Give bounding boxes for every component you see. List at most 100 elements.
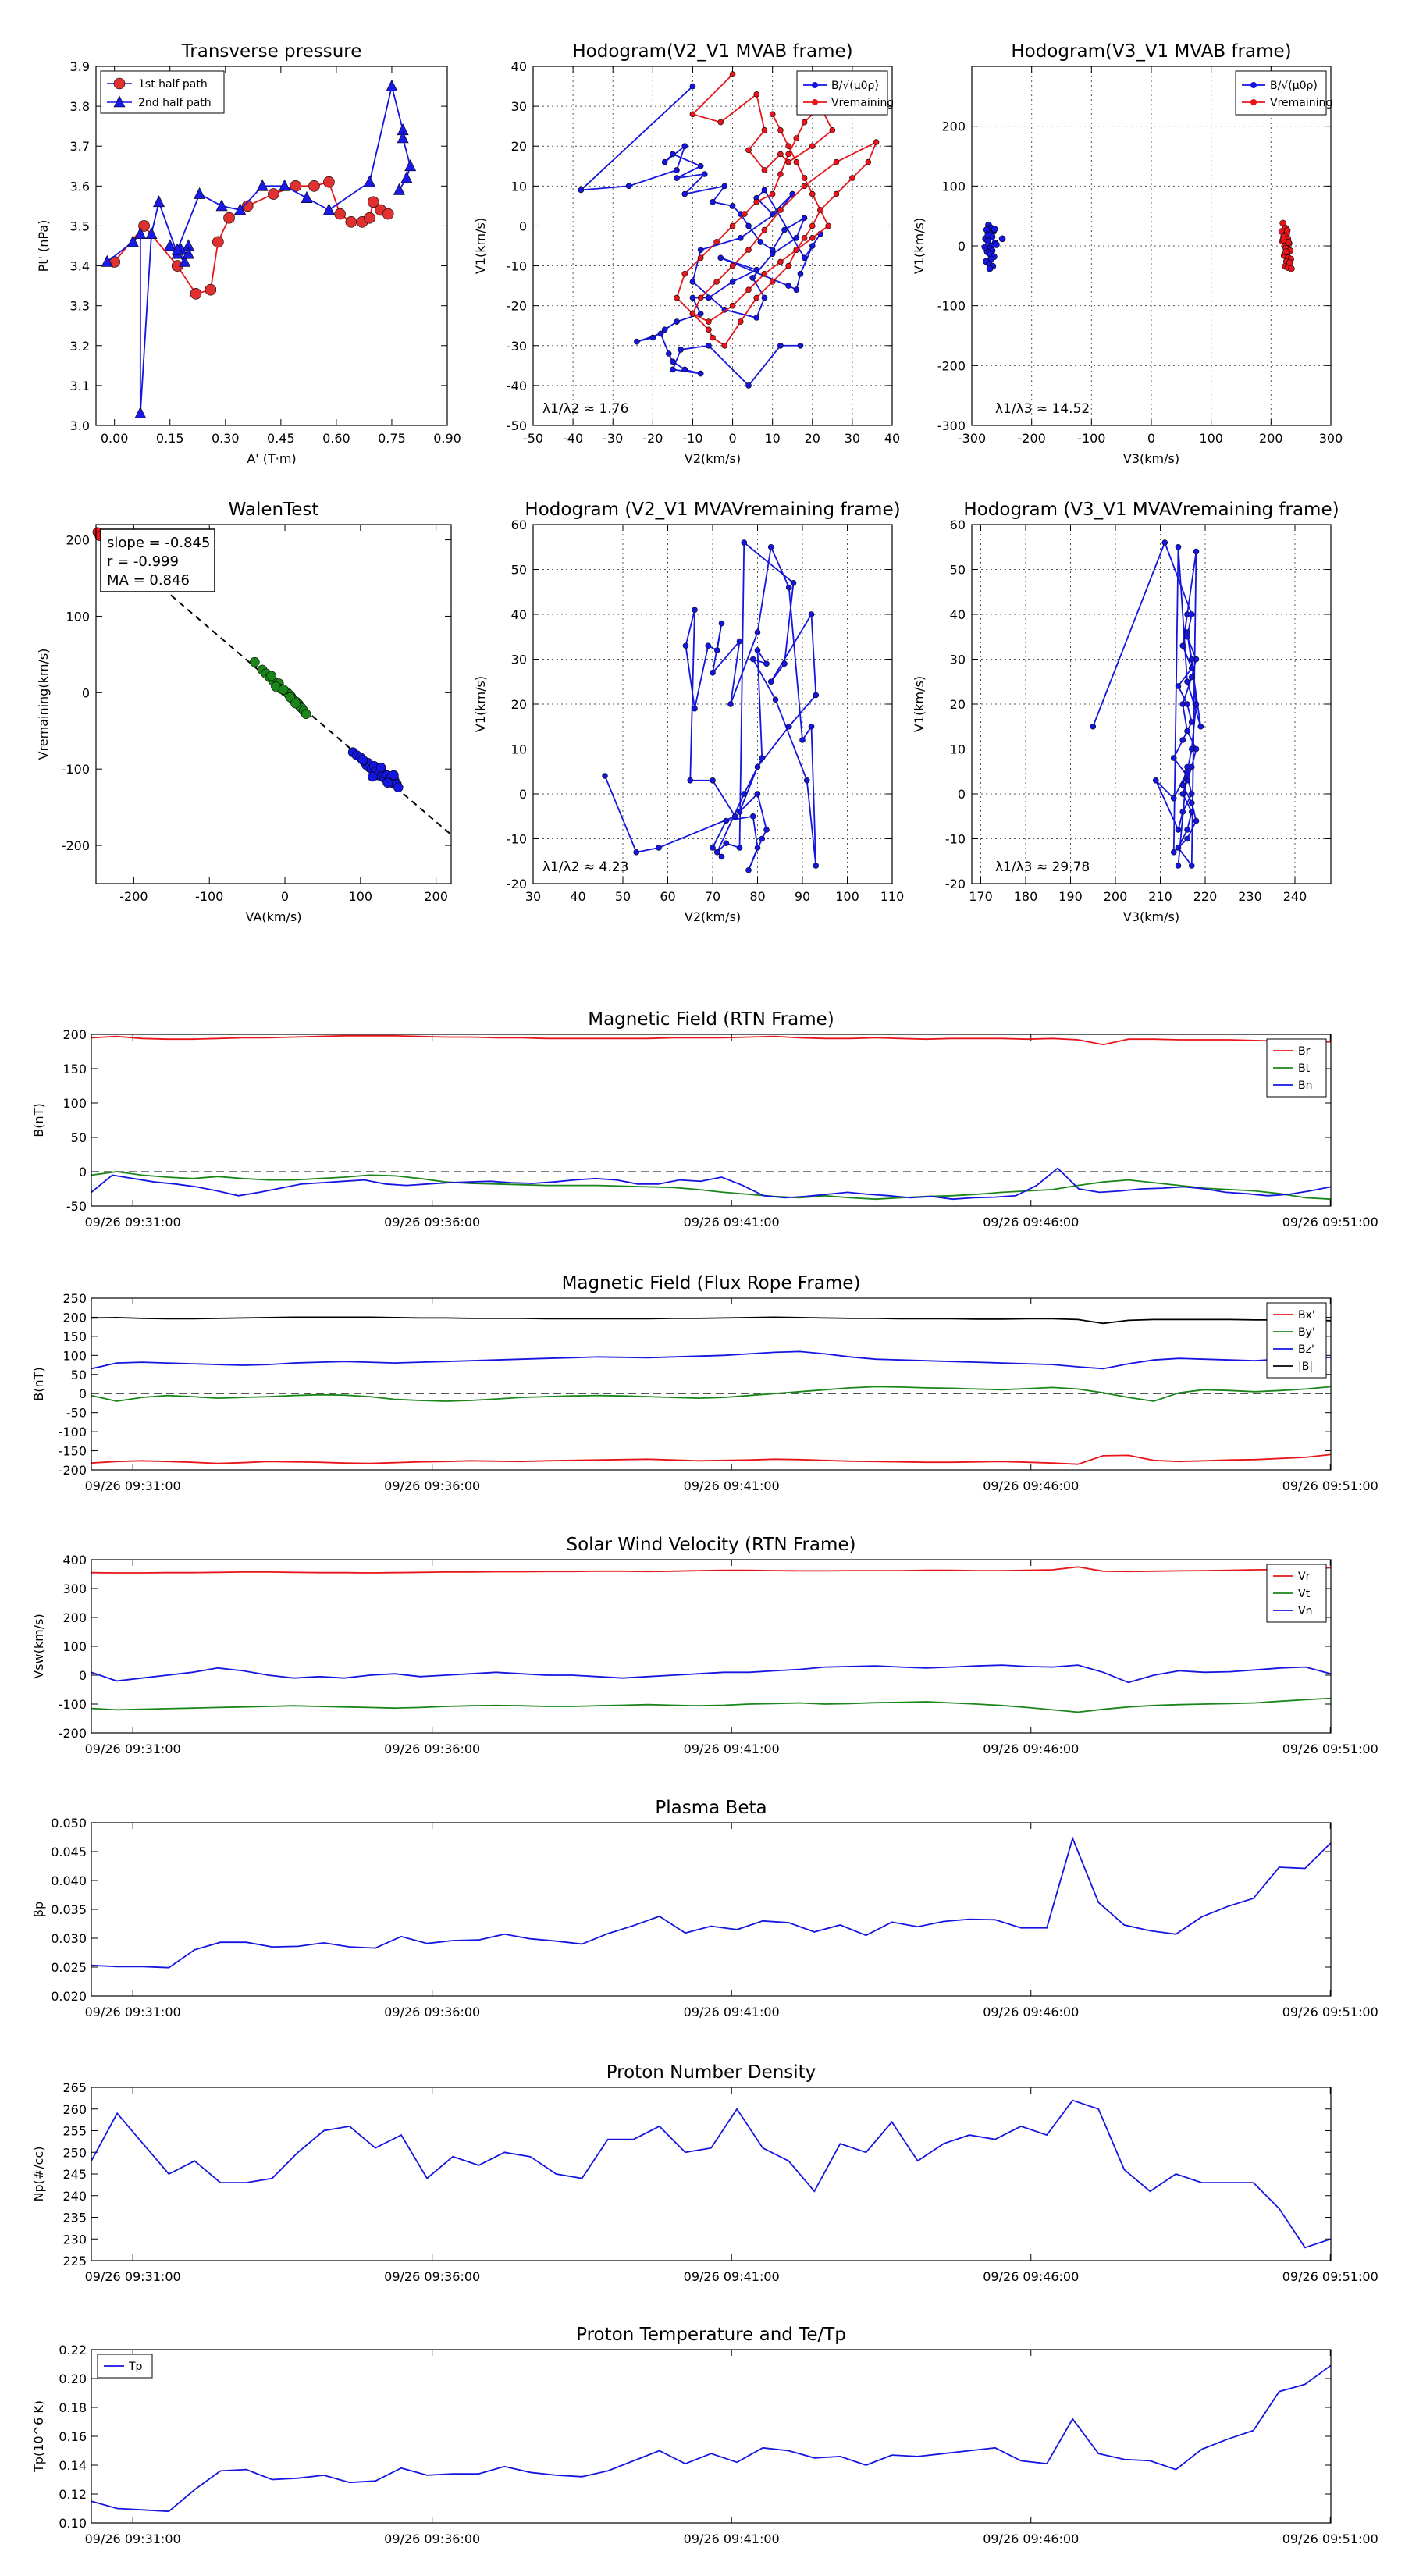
y-tick-label: -100	[59, 1425, 87, 1439]
chart-title: Plasma Beta	[655, 1798, 767, 1818]
y-tick-label: 30	[950, 653, 966, 667]
y-tick-label: 245	[62, 2167, 87, 2182]
data-point	[674, 318, 680, 325]
data-point	[713, 849, 720, 856]
y-tick-label: -10	[507, 259, 527, 274]
y-tick-label: 0.14	[59, 2458, 87, 2473]
y-tick-label: 60	[511, 518, 527, 532]
data-point	[1188, 674, 1195, 681]
plot-frame	[91, 2349, 1332, 2524]
data-point	[849, 175, 855, 181]
data-point	[308, 180, 320, 192]
data-point	[706, 318, 712, 325]
chart-pt: 0.00 0.15 0.30 0.45 0.60 0.75 0.90 3.0 3.1 3.2 3.3…	[36, 41, 461, 466]
y-tick-label: 200	[941, 119, 966, 134]
chart-hvab1: -50 -40 -30 -20 -10 0 10 20 30 40 -50 -40 -30 -20 -10 0…	[473, 41, 900, 466]
data-point	[689, 294, 696, 301]
y-tick-label: 30	[511, 653, 527, 667]
plot-frame	[91, 1034, 1332, 1207]
legend: 1st half path 2nd half path	[100, 70, 225, 114]
legend-label: Vn	[1298, 1605, 1312, 1617]
data-point	[1175, 863, 1182, 869]
legend-label: Vr	[1298, 1571, 1311, 1583]
data-point	[710, 669, 716, 676]
data-point	[801, 175, 808, 181]
y-tick-label: -50	[507, 418, 527, 433]
x-tick-label: -200	[1018, 431, 1046, 446]
x-tick-label: 190	[1058, 889, 1083, 904]
series-line-vremaining	[675, 73, 878, 347]
y-tick-label: -200	[59, 1726, 87, 1741]
data-point	[753, 315, 760, 321]
data-point	[801, 234, 808, 241]
y-tick-label: 30	[511, 99, 527, 114]
legend-box	[1266, 1302, 1327, 1379]
x-tick-label: 09/26 09:41:00	[684, 1478, 780, 1493]
data-point	[113, 77, 126, 90]
y-tick-label: -30	[507, 339, 527, 354]
y-axis-label: βp	[31, 1902, 46, 1917]
data-point	[689, 279, 696, 285]
y-tick-label: 0	[79, 1165, 87, 1179]
y-tick-label: 250	[62, 2145, 87, 2160]
data-point	[301, 190, 313, 203]
chart-title: Solar Wind Velocity (RTN Frame)	[566, 1535, 855, 1555]
data-point	[687, 777, 694, 784]
data-point	[710, 334, 716, 341]
plot-frame	[91, 1822, 1332, 1997]
data-point	[1175, 683, 1182, 689]
y-tick-label: 3.8	[70, 99, 90, 114]
data-point	[745, 382, 752, 389]
plot-frame	[91, 2087, 1332, 2261]
data-point	[809, 190, 816, 197]
chart-bm_rtn: 09/26 09:31:00 09/26 09:36:00 09/26 09:41:…	[31, 1009, 1378, 1229]
data-point	[769, 279, 776, 285]
y-tick-label: 0.040	[51, 1873, 87, 1888]
data-point	[1193, 548, 1200, 555]
data-point	[334, 208, 346, 220]
data-point	[759, 835, 766, 842]
y-tick-label: 0.10	[59, 2516, 87, 2531]
data-point	[322, 203, 335, 215]
data-point	[661, 158, 668, 165]
chart-title: Proton Number Density	[606, 2062, 816, 2083]
legend-box	[1235, 70, 1327, 116]
data-point	[1175, 827, 1182, 833]
y-tick-label: 100	[66, 609, 90, 624]
legend: Tp	[97, 2354, 153, 2379]
legend-box	[796, 70, 888, 116]
data-point	[404, 159, 417, 172]
legend-label: Bx'	[1298, 1309, 1315, 1322]
legend-label: Vremaining	[831, 97, 894, 109]
data-point	[785, 151, 791, 158]
x-tick-label: -50	[523, 431, 543, 446]
y-tick-label: 3.1	[70, 379, 90, 393]
x-tick-label: 09/26 09:51:00	[1282, 2532, 1378, 2546]
data-point	[825, 222, 832, 229]
data-point	[761, 126, 768, 133]
data-point	[754, 791, 761, 797]
x-tick-label: 30	[845, 431, 860, 446]
legend: B/√(μ0ρ) Vremaining	[796, 70, 894, 116]
legend-label: B/√(μ0ρ)	[831, 80, 879, 92]
data-point	[670, 358, 676, 365]
data-point	[763, 827, 770, 833]
data-point	[249, 656, 260, 667]
y-tick-label: 50	[950, 563, 966, 578]
chart-bm_fr: 09/26 09:31:00 09/26 09:36:00 09/26 09:41:…	[31, 1273, 1378, 1493]
x-tick-label: 80	[749, 889, 765, 904]
data-point	[790, 579, 797, 586]
data-point	[701, 171, 708, 177]
data-point	[223, 212, 235, 224]
y-axis-label: V1(km/s)	[912, 218, 927, 274]
series-line-bn	[91, 1167, 1332, 1201]
series-line-bz	[91, 1350, 1332, 1370]
x-tick-label: 200	[424, 889, 448, 904]
data-point	[256, 179, 269, 191]
legend-label: |B|	[1298, 1361, 1313, 1373]
data-point	[749, 275, 756, 281]
plot-frame	[95, 66, 448, 426]
data-point	[393, 782, 404, 792]
data-point	[1184, 763, 1190, 770]
data-point	[382, 777, 393, 788]
